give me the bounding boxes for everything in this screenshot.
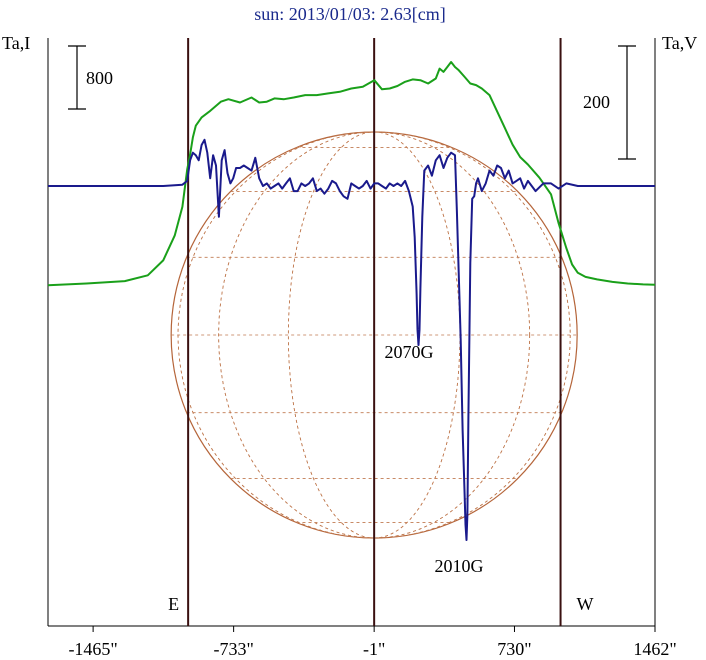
annotation-label: 2010G — [434, 556, 483, 576]
chart-title: sun: 2013/01/03: 2.63[cm] — [254, 4, 446, 24]
limb-label: W — [577, 594, 594, 614]
annotations: 2070G 2010G — [384, 342, 483, 576]
x-tick-label: -1" — [363, 639, 385, 659]
x-tick-label: -1465" — [68, 639, 117, 659]
series-group — [47, 61, 656, 541]
series-line-polarization — [48, 138, 655, 541]
x-tick-labels: -1465" -733" -1" 730" 1462" — [68, 626, 677, 659]
x-tick-label: 730" — [497, 639, 531, 659]
x-tick-label: 1462" — [633, 639, 676, 659]
annotation-label: 2070G — [384, 342, 433, 362]
scale-bar-right-label: 200 — [583, 92, 610, 112]
scale-bars: 800 200 — [68, 45, 636, 160]
y-axis-label-left: Ta,I — [2, 33, 30, 53]
x-tick-label: -733" — [213, 639, 253, 659]
scale-bar-left-label: 800 — [86, 68, 113, 88]
limb-label: E — [168, 594, 179, 614]
y-axis-label-right: Ta,V — [662, 33, 697, 53]
